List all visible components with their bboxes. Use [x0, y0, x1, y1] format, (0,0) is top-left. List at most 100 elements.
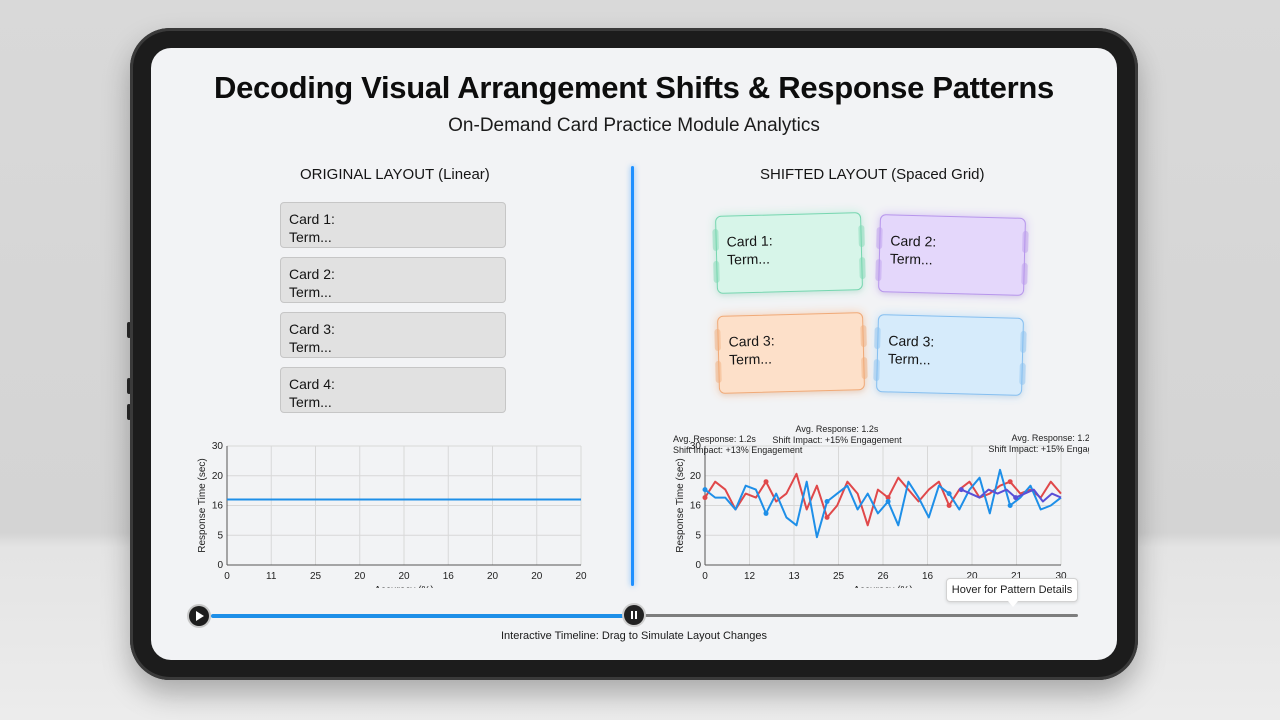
card-label: Card 4: — [289, 376, 335, 392]
card-term: Term... — [289, 394, 332, 410]
linear-card[interactable]: Card 4: Term... — [280, 367, 506, 413]
x-tick-label: 13 — [788, 571, 800, 582]
x-tick-label: 16 — [922, 571, 934, 582]
timeline-track[interactable] — [644, 614, 1078, 617]
data-point — [702, 487, 708, 493]
card-edge-tab — [858, 225, 865, 248]
pattern-details-tooltip: Hover for Pattern Details — [946, 578, 1078, 602]
tooltip-pointer — [1008, 601, 1018, 607]
data-point — [824, 514, 830, 520]
y-tick-label: 0 — [217, 560, 223, 571]
page-subtitle: On-Demand Card Practice Module Analytics — [448, 115, 820, 136]
x-tick-label: 0 — [702, 571, 708, 582]
x-tick-label: 12 — [744, 571, 756, 582]
x-axis-label: Accuracy (%) — [374, 585, 433, 588]
shifted-layout-heading: SHIFTED LAYOUT (Spaced Grid) — [760, 166, 985, 183]
data-point — [946, 491, 952, 497]
play-icon — [196, 611, 204, 621]
y-tick-label: 5 — [695, 530, 701, 541]
chart-annotation: Shift Impact: +15% Engagement — [988, 444, 1089, 454]
card-edge-tab — [875, 259, 882, 282]
x-tick-label: 20 — [398, 571, 410, 582]
y-tick-label: 30 — [690, 441, 702, 452]
volume-button — [127, 404, 131, 420]
y-axis-label: Response Time (sec) — [197, 458, 208, 552]
y-tick-label: 30 — [212, 441, 224, 452]
card-edge-tab — [1019, 362, 1026, 385]
chart-annotation: Avg. Response: 1.2s — [673, 434, 756, 444]
grid-card[interactable]: Card 2: Term... — [875, 214, 1029, 296]
chart-annotation: Shift Impact: +13% Engagement — [673, 445, 803, 455]
card-label: Card 3: — [289, 321, 335, 337]
card-edge-tab — [714, 328, 721, 351]
x-tick-label: 20 — [966, 571, 978, 582]
shifted-response-chart: 30 20 16 5 00 12 13 25 26 16 20 21 30 Accuracy (%) Res… — [673, 424, 1089, 588]
x-tick-label: 30 — [1055, 571, 1067, 582]
card-term: Term... — [289, 339, 332, 355]
play-button[interactable] — [189, 606, 209, 626]
card-term: Term... — [289, 284, 332, 300]
x-tick-label: 20 — [531, 571, 543, 582]
layout-divider — [631, 166, 634, 586]
card-edge-tab — [1021, 262, 1028, 285]
card-edge-tab — [861, 357, 868, 380]
timeline-progress[interactable] — [211, 614, 624, 618]
chart-annotation: Shift Impact: +15% Engagement — [772, 435, 902, 445]
card-edge-tab — [873, 359, 880, 382]
linear-card[interactable]: Card 3: Term... — [280, 312, 506, 358]
card-edge-tab — [1022, 230, 1029, 253]
x-tick-label: 16 — [443, 571, 455, 582]
volume-button — [127, 378, 131, 394]
timeline-label: Interactive Timeline: Drag to Simulate L… — [501, 630, 767, 642]
x-tick-label: 26 — [877, 571, 889, 582]
volume-button — [127, 322, 131, 338]
chart-annotation: Avg. Response: 1.2s — [796, 424, 879, 434]
data-point — [1007, 503, 1013, 508]
data-point — [958, 487, 964, 493]
series-line — [960, 488, 1062, 503]
card-term: Term... — [887, 350, 931, 368]
grid-card[interactable]: Card 1: Term... — [712, 212, 866, 294]
card-term: Term... — [726, 250, 771, 268]
linear-card[interactable]: Card 2: Term... — [280, 257, 506, 303]
grid-card[interactable]: Card 3: Term... — [714, 312, 868, 394]
card-edge-tab — [713, 260, 720, 283]
card-edge-tab — [712, 228, 719, 251]
card-edge-tab — [874, 327, 881, 350]
grid-card[interactable]: Card 3: Term... — [873, 314, 1027, 396]
x-tick-label: 20 — [487, 571, 499, 582]
card-label: Card 2: — [289, 266, 335, 282]
x-tick-label: 11 — [266, 571, 277, 582]
series-line — [704, 472, 1062, 527]
y-tick-label: 16 — [212, 501, 224, 512]
data-point — [763, 510, 769, 516]
timeline-handle[interactable] — [623, 605, 644, 625]
original-layout-heading: ORIGINAL LAYOUT (Linear) — [300, 166, 490, 183]
x-tick-label: 21 — [1011, 571, 1023, 582]
card-edge-tab — [715, 360, 722, 383]
y-tick-label: 16 — [690, 501, 702, 512]
x-tick-label: 25 — [310, 571, 322, 582]
card-edge-tab — [860, 325, 867, 348]
tablet-screen: Decoding Visual Arrangement Shifts & Res… — [151, 48, 1117, 660]
card-term: Term... — [289, 229, 332, 245]
y-tick-label: 0 — [695, 560, 701, 571]
y-axis-label: Response Time (sec) — [675, 458, 686, 552]
x-axis-label: Accuracy (%) — [853, 585, 912, 588]
x-tick-label: 0 — [224, 571, 230, 582]
y-tick-label: 20 — [212, 471, 224, 482]
card-edge-tab — [859, 257, 866, 280]
data-point — [946, 503, 952, 508]
data-point — [824, 499, 830, 505]
linear-card[interactable]: Card 1: Term... — [280, 202, 506, 248]
original-response-chart: 30 20 16 5 00 11 25 20 20 16 20 20 20 Accuracy (%) Res… — [197, 441, 587, 588]
x-tick-label: 20 — [575, 571, 587, 582]
chart-annotation: Avg. Response: 1.2s — [1012, 433, 1089, 443]
card-term: Term... — [889, 250, 933, 268]
card-edge-tab — [1020, 330, 1027, 353]
x-tick-label: 20 — [354, 571, 366, 582]
data-point — [1013, 495, 1019, 501]
card-edge-tab — [876, 227, 883, 250]
data-point — [885, 495, 891, 501]
x-tick-label: 25 — [833, 571, 845, 582]
